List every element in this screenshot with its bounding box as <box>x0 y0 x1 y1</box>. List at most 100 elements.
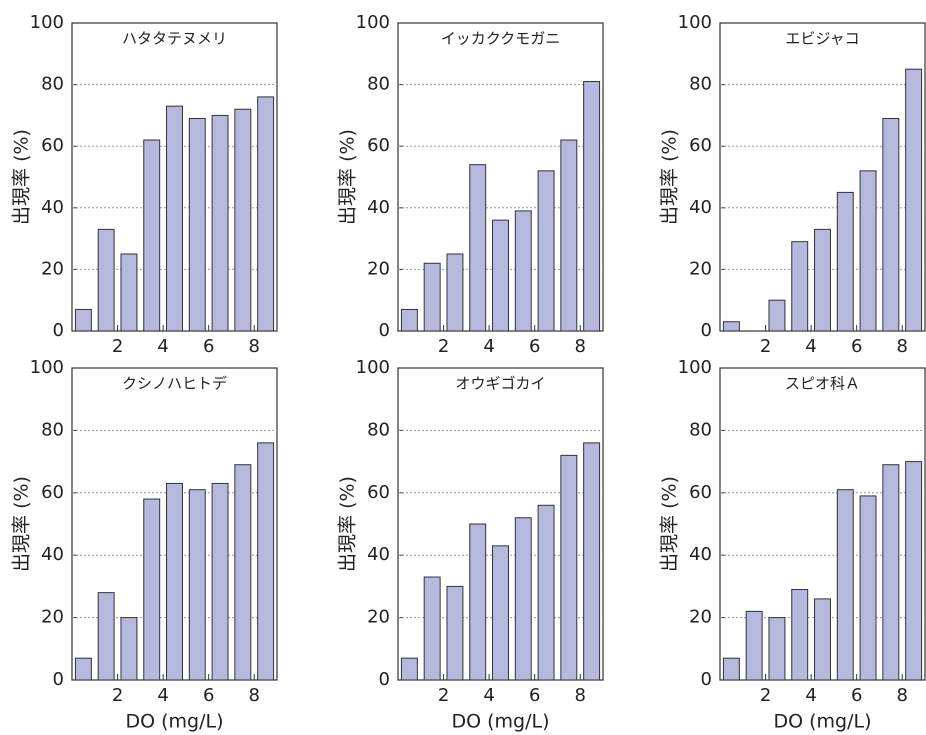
bar <box>144 499 160 680</box>
y-tick-label: 0 <box>379 320 390 341</box>
x-tick-label: 8 <box>896 336 907 357</box>
bar <box>144 140 160 331</box>
bar <box>189 118 205 331</box>
bar <box>723 322 739 331</box>
x-tick-label: 4 <box>483 336 494 357</box>
x-tick-label: 8 <box>248 685 259 706</box>
bar <box>424 263 440 331</box>
y-tick-label: 40 <box>41 544 64 565</box>
bar <box>167 483 183 680</box>
bar <box>792 242 808 331</box>
bar <box>769 300 785 331</box>
bar <box>837 192 853 331</box>
bar <box>189 490 205 680</box>
x-tick-label: 4 <box>805 685 816 706</box>
x-tick-label: 4 <box>157 336 168 357</box>
y-tick-label: 40 <box>367 544 390 565</box>
x-tick-label: 4 <box>157 685 168 706</box>
y-tick-label: 80 <box>41 74 64 95</box>
x-tick-label: 8 <box>574 685 585 706</box>
y-axis-label: 出現率 (%) <box>337 476 359 572</box>
bar <box>447 586 463 680</box>
y-tick-label: 0 <box>379 669 390 690</box>
bar <box>121 254 137 331</box>
y-tick-label: 0 <box>53 320 64 341</box>
bar <box>860 496 876 680</box>
bar <box>815 599 831 680</box>
chart-title: スピオ科Ａ <box>785 375 860 393</box>
y-tick-label: 20 <box>367 607 390 628</box>
y-tick-label: 80 <box>41 419 64 440</box>
bar <box>212 483 228 680</box>
bar <box>769 618 785 680</box>
y-tick-label: 60 <box>41 482 64 503</box>
page: 0204060801002468ハタタテヌメリ出現率 (%)0204060801… <box>0 0 926 735</box>
bar <box>815 229 831 331</box>
bar <box>906 69 922 331</box>
x-tick-label: 4 <box>483 685 494 706</box>
chart-title: ハタタテヌメリ <box>122 30 227 48</box>
y-tick-label: 60 <box>367 135 390 156</box>
x-tick-label: 6 <box>529 336 540 357</box>
y-tick-label: 40 <box>367 197 390 218</box>
bar <box>98 229 114 331</box>
y-tick-label: 60 <box>689 135 712 156</box>
y-tick-label: 20 <box>689 258 712 279</box>
bar <box>447 254 463 331</box>
y-tick-label: 100 <box>30 12 64 33</box>
bar <box>906 462 922 680</box>
y-tick-label: 0 <box>701 669 712 690</box>
bar <box>401 658 417 680</box>
bar <box>75 309 91 331</box>
bar <box>792 590 808 680</box>
x-tick-label: 6 <box>203 336 214 357</box>
bar <box>75 658 91 680</box>
bar <box>746 611 762 680</box>
x-tick-label: 4 <box>805 336 816 357</box>
x-tick-label: 8 <box>248 336 259 357</box>
y-tick-label: 60 <box>41 135 64 156</box>
chart-grid: 0204060801002468ハタタテヌメリ出現率 (%)0204060801… <box>0 0 926 735</box>
y-tick-label: 40 <box>689 197 712 218</box>
bar <box>235 109 251 331</box>
chart-title: イッカククモガニ <box>441 30 560 48</box>
y-tick-label: 60 <box>689 482 712 503</box>
y-tick-label: 100 <box>678 12 712 33</box>
y-tick-label: 20 <box>689 607 712 628</box>
y-tick-label: 100 <box>356 357 390 378</box>
bar <box>515 211 531 331</box>
y-tick-label: 40 <box>689 544 712 565</box>
bar <box>212 115 228 331</box>
y-tick-label: 80 <box>689 419 712 440</box>
y-tick-label: 40 <box>41 197 64 218</box>
x-tick-label: 8 <box>574 336 585 357</box>
y-axis-label: 出現率 (%) <box>659 476 681 572</box>
y-axis-label: 出現率 (%) <box>11 476 33 572</box>
bar <box>584 443 600 680</box>
chart-title: オウギゴカイ <box>455 375 545 393</box>
bar <box>538 505 554 680</box>
bar <box>860 171 876 331</box>
y-tick-label: 100 <box>30 357 64 378</box>
y-tick-label: 0 <box>53 669 64 690</box>
x-tick-label: 6 <box>529 685 540 706</box>
chart-title: クシノハヒトデ <box>122 375 227 393</box>
bar <box>258 443 274 680</box>
bar <box>883 465 899 680</box>
y-axis-label: 出現率 (%) <box>659 129 681 225</box>
x-axis-label: DO (mg/L) <box>773 711 871 733</box>
x-tick-label: 2 <box>112 685 123 706</box>
bar <box>515 518 531 680</box>
y-tick-label: 0 <box>701 320 712 341</box>
panel: 0204060801002468オウギゴカイ出現率 (%)DO (mg/L) <box>337 357 604 733</box>
bar <box>424 577 440 680</box>
bar <box>538 171 554 331</box>
bar <box>235 465 251 680</box>
bar <box>258 97 274 331</box>
bar <box>723 658 739 680</box>
bar <box>470 524 486 680</box>
